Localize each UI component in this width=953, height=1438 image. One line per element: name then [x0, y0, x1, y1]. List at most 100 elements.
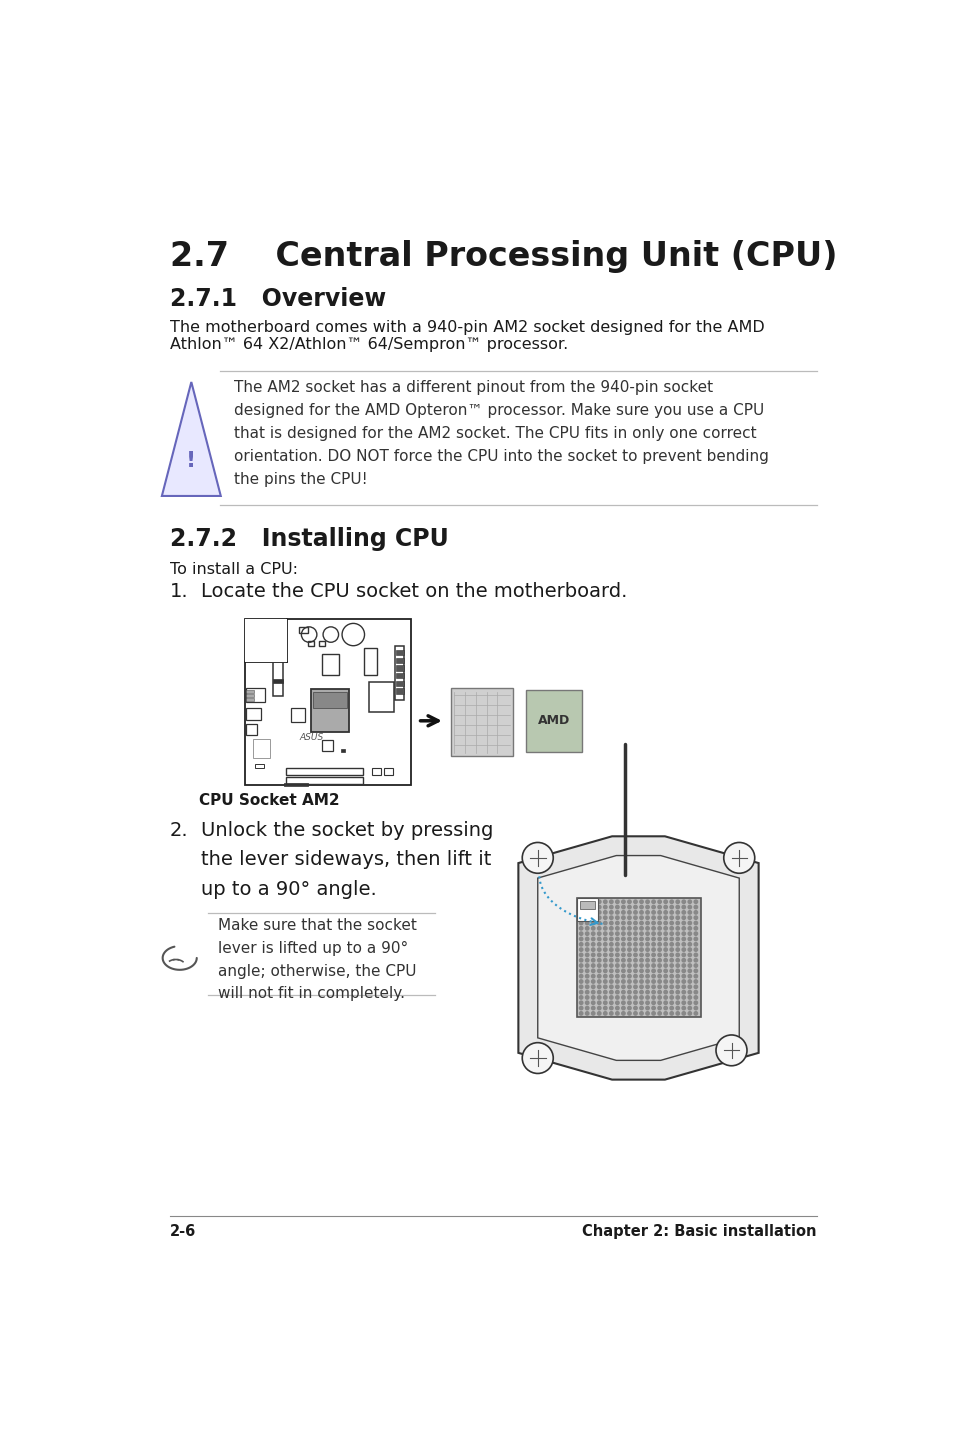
Circle shape — [694, 938, 697, 940]
Circle shape — [663, 942, 667, 946]
Circle shape — [609, 1001, 613, 1005]
Circle shape — [669, 959, 673, 962]
Circle shape — [645, 948, 649, 952]
Circle shape — [609, 979, 613, 984]
Circle shape — [591, 900, 595, 903]
Circle shape — [621, 938, 624, 940]
Circle shape — [585, 959, 588, 962]
Circle shape — [578, 926, 582, 930]
Circle shape — [585, 985, 588, 988]
Circle shape — [663, 995, 667, 999]
Circle shape — [639, 906, 642, 909]
Circle shape — [585, 995, 588, 999]
Circle shape — [609, 991, 613, 994]
Circle shape — [676, 959, 679, 962]
Circle shape — [627, 942, 631, 946]
Circle shape — [591, 942, 595, 946]
Circle shape — [669, 948, 673, 952]
Circle shape — [687, 959, 691, 962]
Circle shape — [676, 953, 679, 956]
Circle shape — [597, 906, 600, 909]
Circle shape — [603, 906, 606, 909]
Circle shape — [627, 926, 631, 930]
Circle shape — [633, 910, 637, 915]
Circle shape — [687, 969, 691, 972]
Circle shape — [651, 1007, 655, 1009]
Circle shape — [687, 1007, 691, 1009]
Circle shape — [645, 916, 649, 919]
Bar — [245, 689, 265, 702]
Circle shape — [639, 991, 642, 994]
Circle shape — [633, 900, 637, 903]
Circle shape — [651, 985, 655, 988]
Circle shape — [578, 906, 582, 909]
Text: ASUS: ASUS — [298, 733, 323, 742]
Circle shape — [633, 916, 637, 919]
Circle shape — [615, 1012, 618, 1015]
Bar — [364, 649, 377, 676]
Circle shape — [578, 948, 582, 952]
Bar — [245, 709, 261, 720]
Circle shape — [627, 932, 631, 935]
Circle shape — [663, 938, 667, 940]
Circle shape — [585, 916, 588, 919]
Circle shape — [627, 995, 631, 999]
Bar — [369, 682, 394, 712]
Circle shape — [597, 991, 600, 994]
Circle shape — [578, 916, 582, 919]
Circle shape — [645, 900, 649, 903]
Circle shape — [658, 979, 660, 984]
Circle shape — [651, 1001, 655, 1005]
Circle shape — [627, 1012, 631, 1015]
Polygon shape — [517, 837, 758, 1080]
Circle shape — [669, 900, 673, 903]
Circle shape — [627, 963, 631, 968]
Circle shape — [663, 991, 667, 994]
Circle shape — [621, 906, 624, 909]
Circle shape — [627, 1007, 631, 1009]
Circle shape — [603, 979, 606, 984]
Circle shape — [633, 948, 637, 952]
Circle shape — [676, 985, 679, 988]
Circle shape — [585, 975, 588, 978]
Circle shape — [597, 916, 600, 919]
Circle shape — [591, 991, 595, 994]
Circle shape — [621, 991, 624, 994]
Circle shape — [658, 963, 660, 968]
Circle shape — [676, 938, 679, 940]
Circle shape — [676, 906, 679, 909]
Circle shape — [669, 916, 673, 919]
Circle shape — [687, 1001, 691, 1005]
Circle shape — [621, 916, 624, 919]
Circle shape — [694, 926, 697, 930]
Circle shape — [591, 910, 595, 915]
Circle shape — [609, 922, 613, 925]
Circle shape — [687, 991, 691, 994]
Circle shape — [585, 979, 588, 984]
Circle shape — [639, 932, 642, 935]
Circle shape — [578, 969, 582, 972]
Circle shape — [669, 910, 673, 915]
Circle shape — [681, 953, 685, 956]
Circle shape — [651, 953, 655, 956]
Bar — [340, 749, 344, 752]
Circle shape — [658, 1012, 660, 1015]
Circle shape — [615, 969, 618, 972]
Circle shape — [603, 948, 606, 952]
Circle shape — [687, 995, 691, 999]
Circle shape — [687, 926, 691, 930]
Bar — [245, 620, 287, 661]
Circle shape — [639, 959, 642, 962]
Circle shape — [521, 1043, 553, 1073]
Text: Chapter 2: Basic installation: Chapter 2: Basic installation — [581, 1224, 816, 1238]
Circle shape — [578, 1007, 582, 1009]
Circle shape — [603, 959, 606, 962]
Circle shape — [694, 1001, 697, 1005]
Circle shape — [621, 922, 624, 925]
Bar — [383, 768, 393, 775]
Circle shape — [633, 979, 637, 984]
Circle shape — [676, 942, 679, 946]
Circle shape — [615, 963, 618, 968]
Text: AMD: AMD — [537, 715, 570, 728]
Circle shape — [578, 975, 582, 978]
